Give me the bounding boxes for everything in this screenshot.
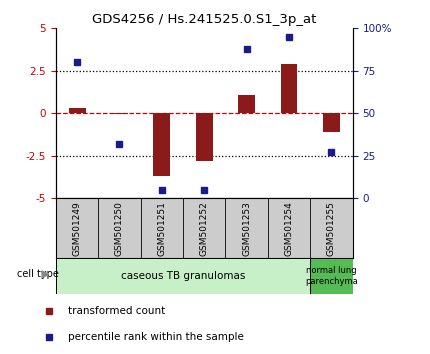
Text: GSM501249: GSM501249 bbox=[73, 201, 82, 256]
Text: GSM501252: GSM501252 bbox=[200, 201, 209, 256]
Text: GSM501250: GSM501250 bbox=[115, 201, 124, 256]
Bar bbox=[310, 258, 353, 294]
Title: GDS4256 / Hs.241525.0.S1_3p_at: GDS4256 / Hs.241525.0.S1_3p_at bbox=[92, 13, 316, 26]
Text: GSM501254: GSM501254 bbox=[285, 201, 294, 256]
Bar bbox=[238, 95, 255, 113]
Bar bbox=[196, 113, 213, 161]
Bar bbox=[154, 113, 170, 176]
Text: GSM501253: GSM501253 bbox=[242, 201, 251, 256]
Text: transformed count: transformed count bbox=[68, 306, 165, 316]
Text: GSM501255: GSM501255 bbox=[327, 201, 336, 256]
Text: cell type: cell type bbox=[17, 269, 58, 279]
Bar bbox=[56, 258, 310, 294]
Bar bbox=[323, 113, 340, 132]
Text: percentile rank within the sample: percentile rank within the sample bbox=[68, 332, 244, 342]
Text: normal lung
parenchyma: normal lung parenchyma bbox=[305, 267, 358, 286]
Bar bbox=[280, 64, 298, 113]
Bar bbox=[111, 113, 128, 114]
Text: caseous TB granulomas: caseous TB granulomas bbox=[121, 271, 245, 281]
Bar bbox=[69, 108, 86, 113]
Text: GSM501251: GSM501251 bbox=[157, 201, 166, 256]
